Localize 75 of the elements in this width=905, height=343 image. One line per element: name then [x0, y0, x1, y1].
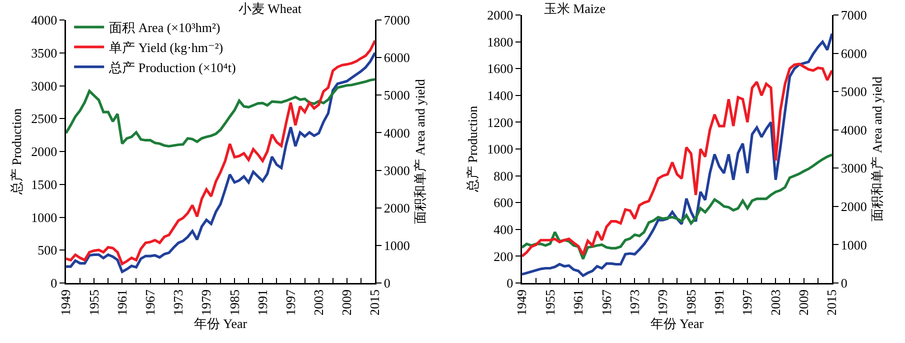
- y2-tick-label: 7000: [840, 8, 867, 23]
- x-tick-label: 1997: [282, 289, 298, 316]
- y2-tick-label: 6000: [840, 46, 867, 61]
- x-tick-label: 1949: [58, 290, 74, 316]
- x-tick-label: 1979: [655, 290, 670, 316]
- x-tick-label: 2009: [339, 290, 354, 316]
- y2-axis-title: 面积和单产 Area and yield: [869, 76, 884, 222]
- x-tick-label: 1973: [170, 290, 186, 316]
- x-tick-label: 1973: [626, 290, 642, 316]
- y2-tick-label: 5000: [384, 88, 410, 103]
- line-series: [522, 153, 832, 260]
- y2-tick-label: 1000: [840, 237, 867, 252]
- y-tick-label: 3000: [31, 78, 58, 94]
- x-tick-label: 1955: [86, 290, 102, 316]
- y-tick-label: 2500: [31, 111, 58, 126]
- chart-title: 小麦 Wheat: [238, 1, 302, 16]
- y-tick-label: 2000: [31, 144, 58, 160]
- y-tick-label: 2000: [487, 8, 514, 23]
- y-tick-label: 600: [494, 195, 514, 210]
- y-axis-title: 总产 Production: [9, 108, 24, 196]
- y2-tick-label: 2000: [384, 200, 410, 216]
- x-tick-label: 1961: [114, 290, 130, 316]
- legend-label: 单产 Yield (kg·hm⁻²): [109, 40, 224, 56]
- line-series: [522, 32, 832, 277]
- x-tick-label: 1985: [226, 290, 242, 316]
- y2-tick-label: 0: [840, 276, 848, 291]
- legend-label: 面积 Area (×10³hm²): [109, 20, 220, 36]
- x-tick-label: 2009: [796, 290, 812, 316]
- y-tick-label: 0: [506, 276, 514, 291]
- y-tick-label: 1500: [31, 176, 58, 192]
- y-tick-label: 1000: [487, 142, 514, 157]
- x-tick-label: 2003: [768, 290, 783, 316]
- x-tick-label: 1967: [598, 289, 614, 316]
- y-tick-label: 400: [494, 222, 514, 237]
- x-tick-label: 2015: [367, 290, 382, 316]
- y-axis-title: 总产 Production: [465, 105, 480, 194]
- x-tick-label: 1979: [198, 290, 214, 316]
- x-tick-label: 1991: [254, 290, 270, 316]
- y2-tick-label: 4000: [384, 125, 410, 140]
- y-tick-label: 1400: [487, 88, 514, 103]
- y-tick-label: 1600: [487, 61, 514, 76]
- y2-tick-label: 6000: [384, 50, 410, 66]
- x-tick-label: 2003: [311, 290, 326, 316]
- y-tick-label: 0: [50, 276, 58, 291]
- x-tick-label: 1955: [542, 290, 558, 316]
- y2-tick-label: 1000: [384, 238, 410, 253]
- y2-tick-label: 4000: [840, 122, 867, 138]
- y2-tick-label: 3000: [840, 160, 867, 176]
- y-tick-label: 800: [494, 168, 514, 184]
- x-axis-title: 年份 Year: [194, 316, 248, 331]
- y-tick-label: 1800: [487, 34, 514, 50]
- y2-tick-label: 7000: [384, 12, 410, 28]
- x-tick-label: 2015: [824, 290, 840, 316]
- y-tick-label: 200: [494, 248, 514, 264]
- line-series: [522, 62, 832, 258]
- y-tick-label: 4000: [31, 12, 58, 28]
- y2-tick-label: 5000: [840, 84, 867, 100]
- y-tick-label: 1000: [31, 210, 58, 225]
- x-tick-label: 1967: [142, 289, 158, 316]
- y2-tick-label: 2000: [840, 198, 867, 214]
- y2-axis-title: 面积和单产 Area and yield: [412, 78, 428, 224]
- y2-tick-label: 3000: [384, 162, 410, 178]
- x-tick-label: 1985: [683, 290, 698, 316]
- y-tick-label: 3500: [31, 45, 58, 60]
- x-tick-label: 1991: [711, 290, 726, 316]
- x-tick-label: 1997: [740, 289, 755, 316]
- y2-tick-label: 0: [384, 276, 390, 291]
- x-tick-label: 1961: [570, 290, 586, 316]
- x-axis-title: 年份 Year: [650, 316, 704, 331]
- x-tick-label: 1949: [514, 290, 530, 316]
- y-tick-label: 500: [38, 242, 58, 258]
- chart-title: 玉米 Maize: [544, 1, 606, 16]
- legend-label: 总产 Production (×10⁴t): [108, 60, 236, 75]
- y-tick-label: 1200: [487, 114, 514, 130]
- line-series: [66, 78, 375, 148]
